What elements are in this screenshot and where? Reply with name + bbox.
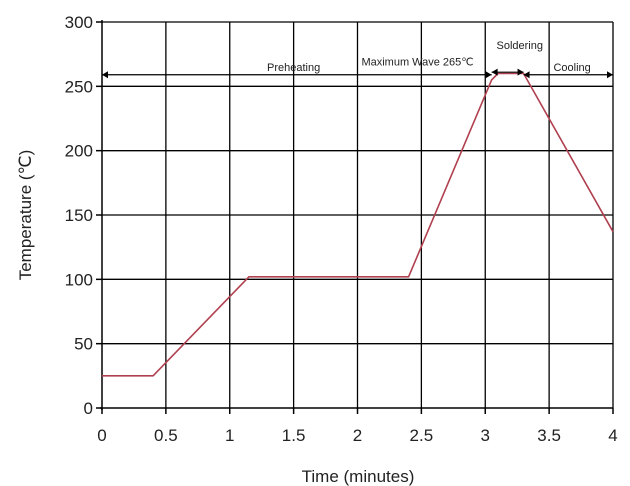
annotation-label: Soldering bbox=[497, 40, 543, 52]
arrow-head bbox=[485, 71, 492, 79]
y-tick-label: 50 bbox=[74, 335, 93, 354]
axes bbox=[96, 20, 614, 414]
y-tick-label: 0 bbox=[84, 399, 93, 418]
arrow-head bbox=[517, 68, 524, 76]
y-tick-label: 300 bbox=[65, 13, 93, 32]
annotations-layer: Preheating Maximum Wave 265℃ Soldering Cool… bbox=[102, 40, 613, 79]
x-tick-label: 3.5 bbox=[537, 426, 561, 445]
arrow-head bbox=[102, 71, 108, 79]
x-tick-label: 2 bbox=[353, 426, 362, 445]
y-tick-label: 200 bbox=[65, 142, 93, 161]
y-tick-labels: 0 50 100 150 200 250 300 bbox=[65, 13, 93, 418]
x-tick-label: 1 bbox=[225, 426, 234, 445]
x-axis-label: Time (minutes) bbox=[302, 467, 415, 486]
arrow-head bbox=[491, 68, 498, 76]
annotation-label: Cooling bbox=[553, 62, 590, 74]
annotation-label: Maximum Wave 265℃ bbox=[361, 57, 473, 69]
y-tick-label: 150 bbox=[65, 206, 93, 225]
y-tick-label: 100 bbox=[65, 270, 93, 289]
x-tick-label: 0 bbox=[97, 426, 106, 445]
arrow-head bbox=[607, 71, 613, 79]
x-tick-label: 4 bbox=[608, 426, 617, 445]
grid-lines bbox=[102, 21, 614, 408]
arrow-head bbox=[523, 71, 530, 79]
x-tick-label: 1.5 bbox=[282, 426, 306, 445]
x-tick-labels: 0 0.5 1 1.5 2 2.5 3 3.5 4 bbox=[97, 426, 617, 445]
annotation-label: Preheating bbox=[267, 62, 320, 74]
x-tick-label: 0.5 bbox=[154, 426, 178, 445]
x-tick-label: 3 bbox=[481, 426, 490, 445]
x-tick-label: 2.5 bbox=[410, 426, 434, 445]
y-tick-label: 250 bbox=[65, 77, 93, 96]
y-axis-label: Temperature (℃) bbox=[16, 150, 35, 281]
